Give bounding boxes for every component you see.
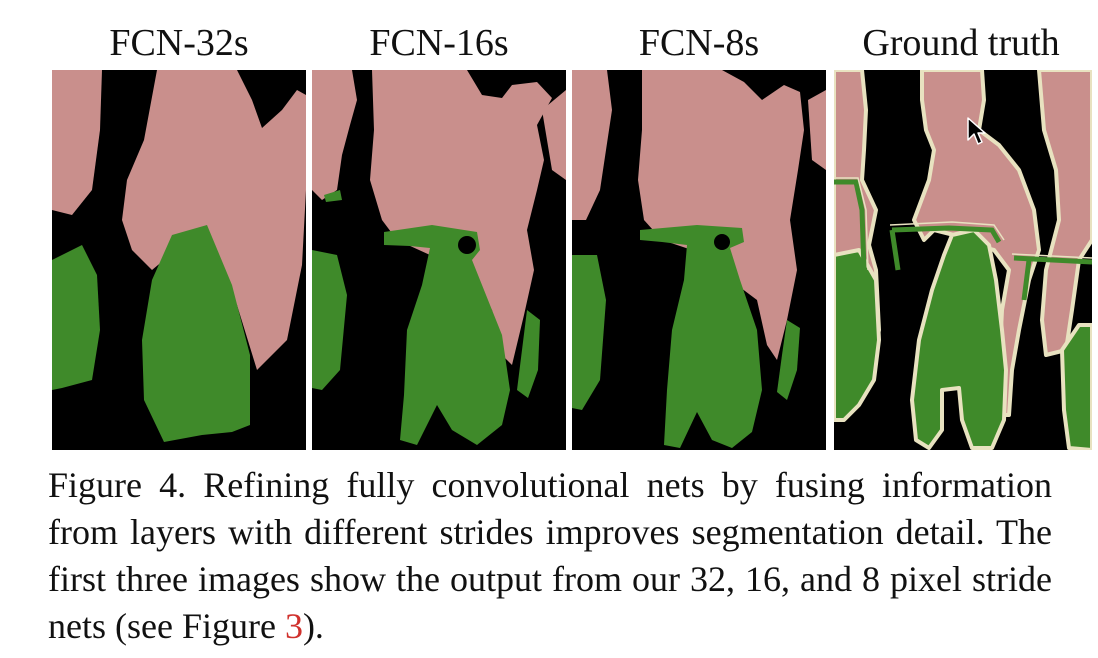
column-titles: FCN-32s FCN-16s FCN-8s Ground truth (0, 18, 1098, 68)
segmentation-fcn-16s (312, 70, 566, 445)
mouse-pointer-icon (967, 117, 986, 145)
title-fcn-16s: FCN-16s (369, 22, 509, 64)
segmentation-panels (52, 70, 1092, 450)
caption-tail: ). (302, 606, 324, 646)
segmentation-ground-truth (834, 70, 1092, 450)
title-fcn-8s: FCN-8s (638, 22, 760, 64)
title-fcn-32s: FCN-32s (109, 22, 249, 64)
title-ground-truth: Ground truth (862, 22, 1060, 64)
panel-fcn-16s (312, 70, 566, 450)
figure-reference-link[interactable]: 3 (284, 606, 303, 646)
panel-ground-truth (834, 70, 1092, 450)
figure-caption: Figure 4. Refining fully convolutional n… (48, 462, 1052, 650)
panel-fcn-32s (52, 70, 306, 450)
segmentation-fcn-8s (572, 70, 826, 448)
segmentation-fcn-32s (52, 70, 306, 442)
panel-fcn-8s (572, 70, 826, 450)
caption-text: Figure 4. Refining fully convolutional n… (48, 465, 1052, 646)
